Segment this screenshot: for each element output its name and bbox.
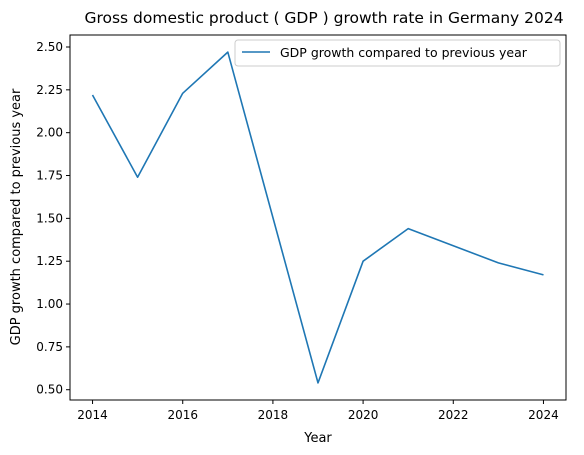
y-tick-label: 1.25 [36,254,63,268]
legend: GDP growth compared to previous year [234,39,561,67]
x-axis-ticks: 2014 2016 2018 2020 2022 2024 [77,400,559,422]
y-tick-label: 1.00 [36,297,63,311]
chart-title: Gross domestic product ( GDP ) growth ra… [84,9,563,27]
y-tick-label: 2.50 [36,40,63,54]
series-line [91,51,544,384]
series-layer [91,51,544,384]
plot-frame [69,34,567,401]
y-tick-label: 0.50 [36,383,63,397]
x-tick-label: 2014 [77,408,108,422]
y-tick-label: 2.25 [36,83,63,97]
y-tick-label: 2.00 [36,126,63,140]
y-tick-label: 1.50 [36,211,63,225]
y-tick-label: 1.75 [36,169,63,183]
legend-entry-label: GDP growth compared to previous year [280,45,528,60]
x-tick-label: 2024 [528,408,559,422]
x-axis-label: Year [303,431,332,446]
x-tick-label: 2018 [258,408,289,422]
y-axis-label: GDP growth compared to previous year [9,88,24,345]
y-axis-ticks: 0.50 0.75 1.00 1.25 1.50 1.75 2.00 2.25 2.50 [36,40,70,397]
y-tick-label: 0.75 [36,340,63,354]
x-tick-label: 2016 [167,408,198,422]
x-tick-label: 2022 [438,408,469,422]
x-tick-label: 2020 [348,408,379,422]
legend-box [234,39,561,67]
